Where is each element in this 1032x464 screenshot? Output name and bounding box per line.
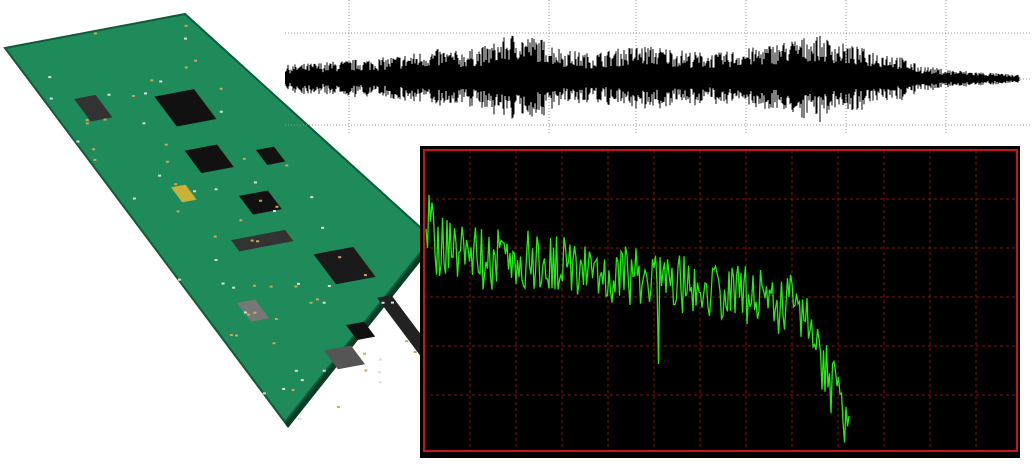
smd-component xyxy=(194,59,198,62)
waveform-trace xyxy=(285,35,1020,123)
spectrum-trace xyxy=(425,194,850,443)
smd-component xyxy=(300,379,304,382)
smd-component xyxy=(363,352,367,355)
smd-component xyxy=(184,24,188,27)
smd-component xyxy=(164,143,168,146)
smd-component xyxy=(176,210,180,213)
smd-component xyxy=(381,301,385,304)
smd-component xyxy=(378,358,382,361)
usb-port xyxy=(74,94,113,122)
smd-component xyxy=(256,240,260,243)
smd-component xyxy=(315,298,319,301)
chip xyxy=(346,321,376,341)
processor-chip xyxy=(313,246,376,285)
smd-component xyxy=(243,311,247,314)
smd-component xyxy=(378,381,382,384)
smd-component xyxy=(275,205,279,208)
smd-component xyxy=(250,239,254,242)
smd-component xyxy=(92,148,96,151)
smd-component xyxy=(232,286,236,289)
chip xyxy=(324,345,365,370)
smd-component xyxy=(150,79,154,82)
connector xyxy=(231,229,294,252)
smd-component xyxy=(242,157,246,160)
smd-component xyxy=(234,334,238,337)
smd-component xyxy=(93,32,97,35)
capacitor xyxy=(171,184,197,203)
smd-component xyxy=(322,301,326,304)
smd-component xyxy=(338,256,342,259)
spectrum-grid xyxy=(424,150,1017,451)
smd-component xyxy=(213,235,217,238)
smd-component xyxy=(132,197,136,200)
smd-component xyxy=(294,285,298,288)
smd-component xyxy=(144,92,148,95)
smd-component xyxy=(183,37,187,40)
smd-component xyxy=(49,97,53,100)
smd-component xyxy=(413,350,417,353)
smd-component xyxy=(229,333,233,336)
smd-component xyxy=(165,160,169,163)
smd-component xyxy=(76,140,80,143)
smd-component xyxy=(390,301,394,304)
smd-component xyxy=(322,369,326,372)
smd-component xyxy=(131,94,135,97)
frequency-spectrum-plot xyxy=(420,146,1020,458)
smd-component xyxy=(291,388,295,391)
smd-component xyxy=(337,405,341,408)
smd-component xyxy=(219,110,223,113)
smd-component xyxy=(273,210,277,213)
smd-component xyxy=(309,301,313,304)
chip xyxy=(154,89,217,127)
smd-component xyxy=(103,118,107,121)
chip xyxy=(256,146,286,165)
smd-component xyxy=(239,219,243,222)
smd-component xyxy=(174,183,178,186)
smd-component xyxy=(297,417,301,420)
smd-component xyxy=(364,369,368,372)
smd-component xyxy=(282,387,286,390)
smd-component xyxy=(294,369,298,372)
smd-component xyxy=(259,199,263,202)
smd-component xyxy=(85,122,89,125)
smd-component xyxy=(269,285,273,288)
smd-component xyxy=(142,122,146,125)
smd-component xyxy=(221,282,225,285)
smd-component xyxy=(93,158,97,161)
smd-component xyxy=(274,318,278,321)
smd-component xyxy=(252,284,256,287)
smd-component xyxy=(184,66,188,69)
smd-component xyxy=(321,226,325,229)
smd-component xyxy=(253,181,257,184)
chip xyxy=(184,144,234,174)
smd-component xyxy=(285,164,289,167)
header-pins xyxy=(237,299,269,322)
smd-component xyxy=(296,282,300,285)
spectrum-frame xyxy=(423,149,1018,452)
smd-component xyxy=(48,76,52,79)
smd-component xyxy=(193,190,197,193)
smd-component xyxy=(253,311,257,314)
smd-component xyxy=(159,80,163,83)
chip xyxy=(239,190,282,215)
smd-component xyxy=(85,119,89,122)
smd-component xyxy=(214,188,218,191)
smd-component xyxy=(247,313,251,316)
smd-component xyxy=(262,392,266,395)
smd-component xyxy=(377,371,381,374)
smd-component xyxy=(214,258,218,261)
smd-component xyxy=(310,196,314,199)
smd-component xyxy=(158,174,162,177)
audio-waveform-plot xyxy=(285,0,1032,135)
smd-component xyxy=(363,274,367,277)
smd-component xyxy=(405,340,409,343)
smd-component xyxy=(178,278,182,281)
smd-component xyxy=(272,342,276,345)
smd-component xyxy=(327,285,331,288)
smd-component xyxy=(219,87,223,90)
smd-component xyxy=(107,93,111,96)
